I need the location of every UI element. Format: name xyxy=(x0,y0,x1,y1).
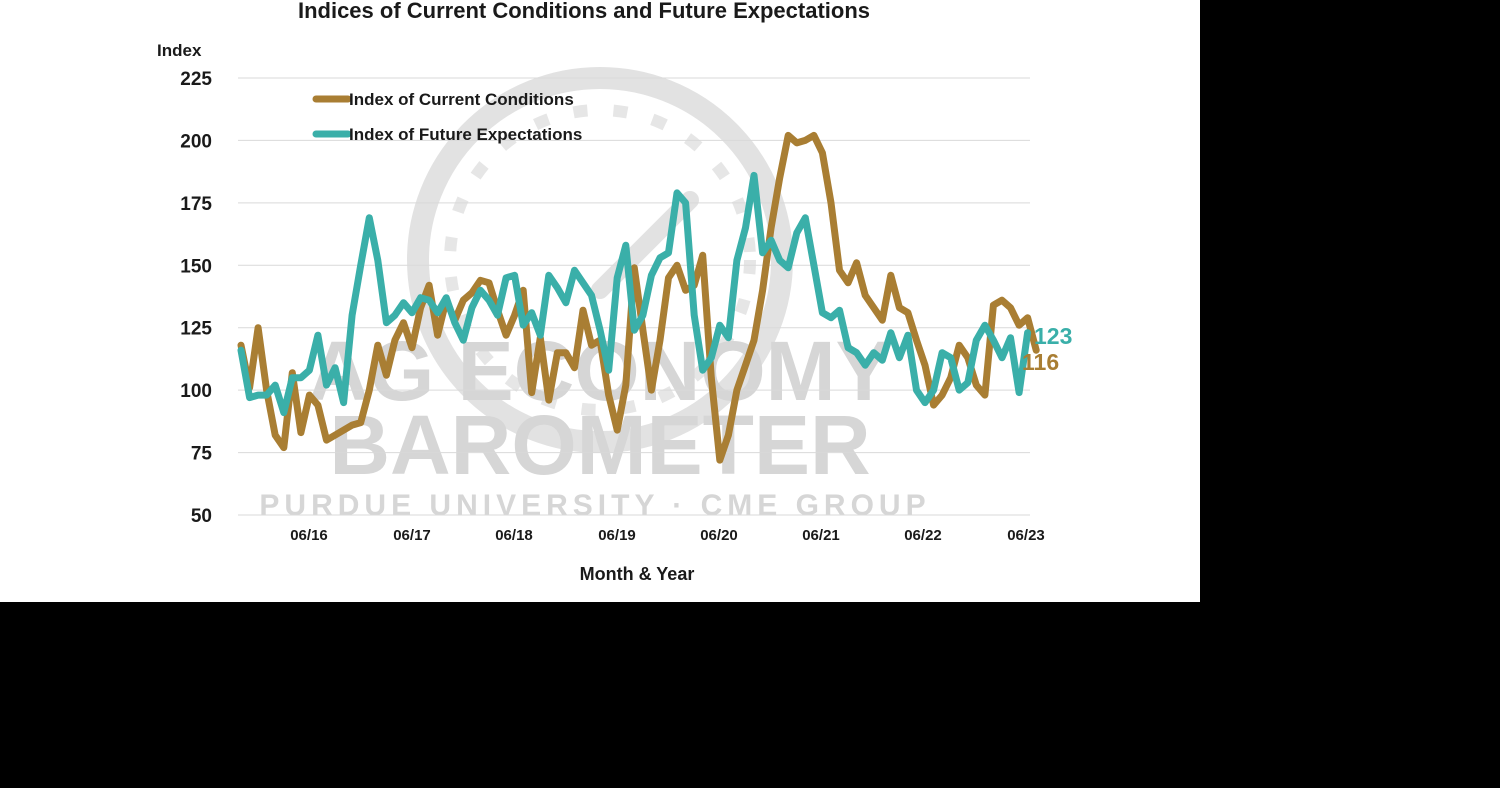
watermark-line-3: PURDUE UNIVERSITY · CME GROUP xyxy=(259,489,930,522)
series-line-current-conditions xyxy=(237,131,1040,464)
series-line-future-expectations xyxy=(237,171,1032,417)
x-tick-label-06-22: 06/22 xyxy=(904,527,942,544)
y-tick-label-100: 100 xyxy=(180,381,212,402)
x-axis-label: Month & Year xyxy=(580,564,695,584)
legend-label-future: Index of Future Expectations xyxy=(349,125,582,144)
legend: Index of Current Conditions Index of Futu… xyxy=(312,90,582,144)
y-axis-label: Index xyxy=(157,41,202,60)
y-tick-label-50: 50 xyxy=(191,506,212,527)
end-label-current-conditions: 116 xyxy=(1022,349,1059,375)
x-tick-label-06-19: 06/19 xyxy=(598,527,636,544)
x-tick-label-06-20: 06/20 xyxy=(700,527,738,544)
watermark-line-2: BAROMETER xyxy=(329,398,870,492)
y-tick-label-75: 75 xyxy=(191,444,213,465)
axis-ticks: 50 75 100 125 150 175 200 225 06/16 06/17 06/18 06/… xyxy=(180,69,1044,544)
chart-canvas: AG ECONOMY BAROMETER PURDUE UNIVERSITY ·… xyxy=(0,0,1200,602)
line-chart: AG ECONOMY BAROMETER PURDUE UNIVERSITY ·… xyxy=(157,0,1072,584)
y-tick-label-175: 175 xyxy=(180,194,212,215)
watermark-gauge-ticks xyxy=(444,104,756,416)
chart-title: Indices of Current Conditions and Future… xyxy=(298,0,870,23)
x-tick-label-06-17: 06/17 xyxy=(393,527,431,544)
x-tick-label-06-18: 06/18 xyxy=(495,527,533,544)
watermark: AG ECONOMY BAROMETER PURDUE UNIVERSITY ·… xyxy=(259,67,930,522)
y-tick-label-125: 125 xyxy=(180,319,212,340)
y-tick-label-200: 200 xyxy=(180,131,212,152)
x-tick-label-06-21: 06/21 xyxy=(802,527,840,544)
legend-label-current: Index of Current Conditions xyxy=(349,90,574,109)
x-tick-label-06-16: 06/16 xyxy=(290,527,328,544)
end-label-future-expectations: 123 xyxy=(1034,323,1072,349)
y-tick-label-150: 150 xyxy=(180,256,212,277)
y-tick-label-225: 225 xyxy=(180,69,212,90)
x-tick-label-06-23: 06/23 xyxy=(1007,527,1045,544)
